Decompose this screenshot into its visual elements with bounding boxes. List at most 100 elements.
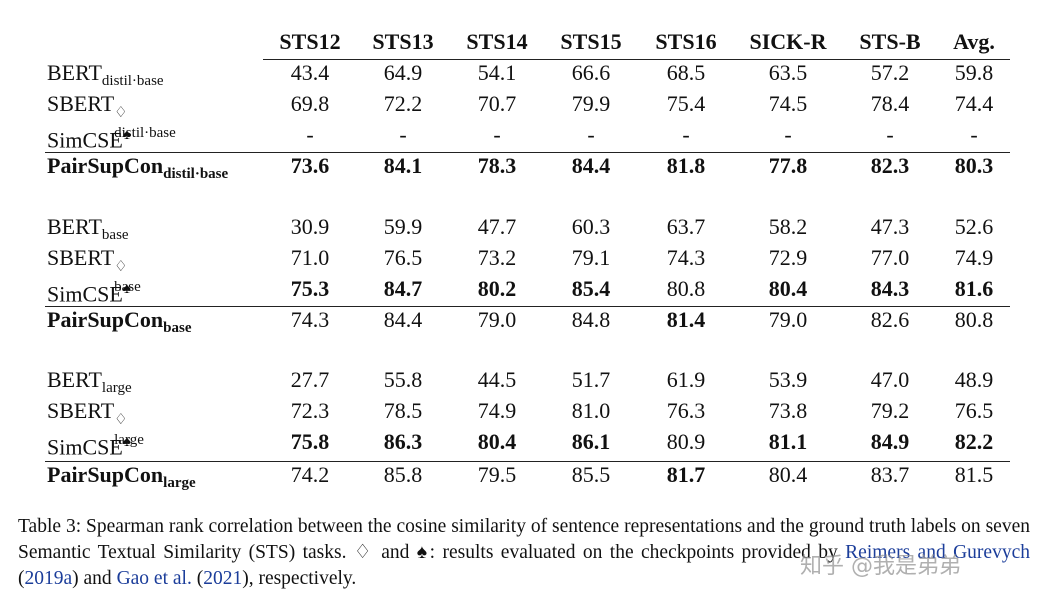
cell: 53.9 <box>768 367 808 392</box>
cell: 69.8 <box>290 91 330 116</box>
cell: 78.4 <box>870 91 910 116</box>
cell: 84.1 <box>383 153 423 178</box>
model-size: base <box>163 320 192 336</box>
cell: 84.9 <box>870 429 910 454</box>
cell: 82.3 <box>870 153 910 178</box>
cell: 78.3 <box>477 153 517 178</box>
cell: 75.4 <box>666 91 706 116</box>
cell: 71.0 <box>290 245 330 270</box>
cell: 74.3 <box>290 307 330 332</box>
model-marker: ♢ <box>114 105 128 121</box>
cell: - <box>306 122 314 147</box>
cell: 82.2 <box>954 429 994 454</box>
model-base-name: SBERT <box>47 398 115 423</box>
cell: 30.9 <box>290 214 330 239</box>
cell: 73.2 <box>477 245 517 270</box>
model-size: distil·base <box>114 125 176 141</box>
model-name: BERTbase <box>47 215 129 243</box>
model-size: base <box>114 279 141 295</box>
cell: 81.4 <box>666 307 706 332</box>
model-size: base <box>101 227 129 243</box>
cell: 81.5 <box>954 462 994 487</box>
cell: 57.2 <box>870 60 910 85</box>
cell: 81.1 <box>768 429 808 454</box>
model-size: large <box>114 432 144 448</box>
model-base-name: BERT <box>47 367 102 392</box>
cell: 59.9 <box>383 214 423 239</box>
column-header: STS16 <box>655 29 717 54</box>
cell: 79.0 <box>768 307 808 332</box>
cell: 54.1 <box>477 60 517 85</box>
cell: 83.7 <box>870 462 910 487</box>
model-base-name: SBERT <box>47 245 115 270</box>
rule <box>45 461 1010 463</box>
cell: 85.4 <box>571 276 611 301</box>
model-marker: ♢ <box>114 412 128 428</box>
cell: 63.7 <box>666 214 706 239</box>
citation-link: Gao et al. <box>116 568 192 589</box>
cell: 48.9 <box>954 367 994 392</box>
cell: 74.9 <box>477 398 517 423</box>
cell: 73.8 <box>768 398 808 423</box>
cell: 84.8 <box>571 307 611 332</box>
model-base-name: SimCSE <box>47 281 123 307</box>
cell: 60.3 <box>571 214 611 239</box>
caption-text: ) and <box>72 568 117 589</box>
cell: 80.3 <box>954 153 994 178</box>
column-header: STS14 <box>466 29 528 54</box>
cell: - <box>784 122 792 147</box>
cell: 51.7 <box>571 367 611 392</box>
model-name: SBERT ♢ large <box>47 398 144 449</box>
citation-link: 2021 <box>203 568 243 589</box>
model-size: distil·base <box>101 73 164 89</box>
cell: - <box>682 122 690 147</box>
cell: 72.9 <box>768 245 808 270</box>
cell: 43.4 <box>290 60 330 85</box>
cell: 85.5 <box>571 462 611 487</box>
model-base-name: PairSupCon <box>47 153 164 178</box>
model-base-name: SimCSE <box>47 127 123 153</box>
cell: 80.4 <box>477 429 517 454</box>
cell: 76.5 <box>383 245 423 270</box>
cell: 63.5 <box>768 60 808 85</box>
cell: - <box>886 122 894 147</box>
model-name: PairSupConbase <box>47 307 192 336</box>
cell: 80.4 <box>768 276 808 301</box>
cell: 80.8 <box>954 307 994 332</box>
cell: 78.5 <box>383 398 423 423</box>
cell: 52.6 <box>954 214 994 239</box>
cell: 79.9 <box>571 91 611 116</box>
cell: 75.8 <box>290 429 330 454</box>
model-name: SimCSE♠ <box>47 430 131 459</box>
rule <box>263 59 1010 61</box>
model-name: BERTdistil·base <box>47 60 164 89</box>
cell: 72.3 <box>290 398 330 423</box>
cell: 79.0 <box>477 307 517 332</box>
model-base-name: BERT <box>47 60 102 85</box>
model-name: BERTlarge <box>47 367 132 396</box>
citation-link: Reimers and Gurevych <box>845 542 1030 563</box>
model-size: distil·base <box>163 166 229 182</box>
model-base-name: PairSupCon <box>47 307 164 332</box>
column-header: STS12 <box>279 29 341 54</box>
cell: 84.7 <box>383 276 423 301</box>
cell: 80.4 <box>768 462 808 487</box>
model-marker: ♠ <box>122 434 131 450</box>
column-header: STS-B <box>859 29 921 54</box>
cell: - <box>399 122 407 147</box>
cell: 72.2 <box>383 91 423 116</box>
cell: 74.4 <box>954 91 994 116</box>
model-name: PairSupCondistil·base <box>47 153 228 182</box>
cell: 73.6 <box>290 153 330 178</box>
model-marker: ♠ <box>122 281 131 297</box>
model-name: SBERT ♢ distil·base <box>47 92 176 142</box>
cell: 58.2 <box>768 214 808 239</box>
cell: 81.7 <box>666 462 706 487</box>
cell: 81.6 <box>954 276 994 301</box>
model-name: SimCSE♠ <box>47 277 131 306</box>
model-base-name: PairSupCon <box>47 462 164 487</box>
cell: - <box>970 122 978 147</box>
model-marker: ♠ <box>122 127 131 143</box>
cell: 84.3 <box>870 276 910 301</box>
